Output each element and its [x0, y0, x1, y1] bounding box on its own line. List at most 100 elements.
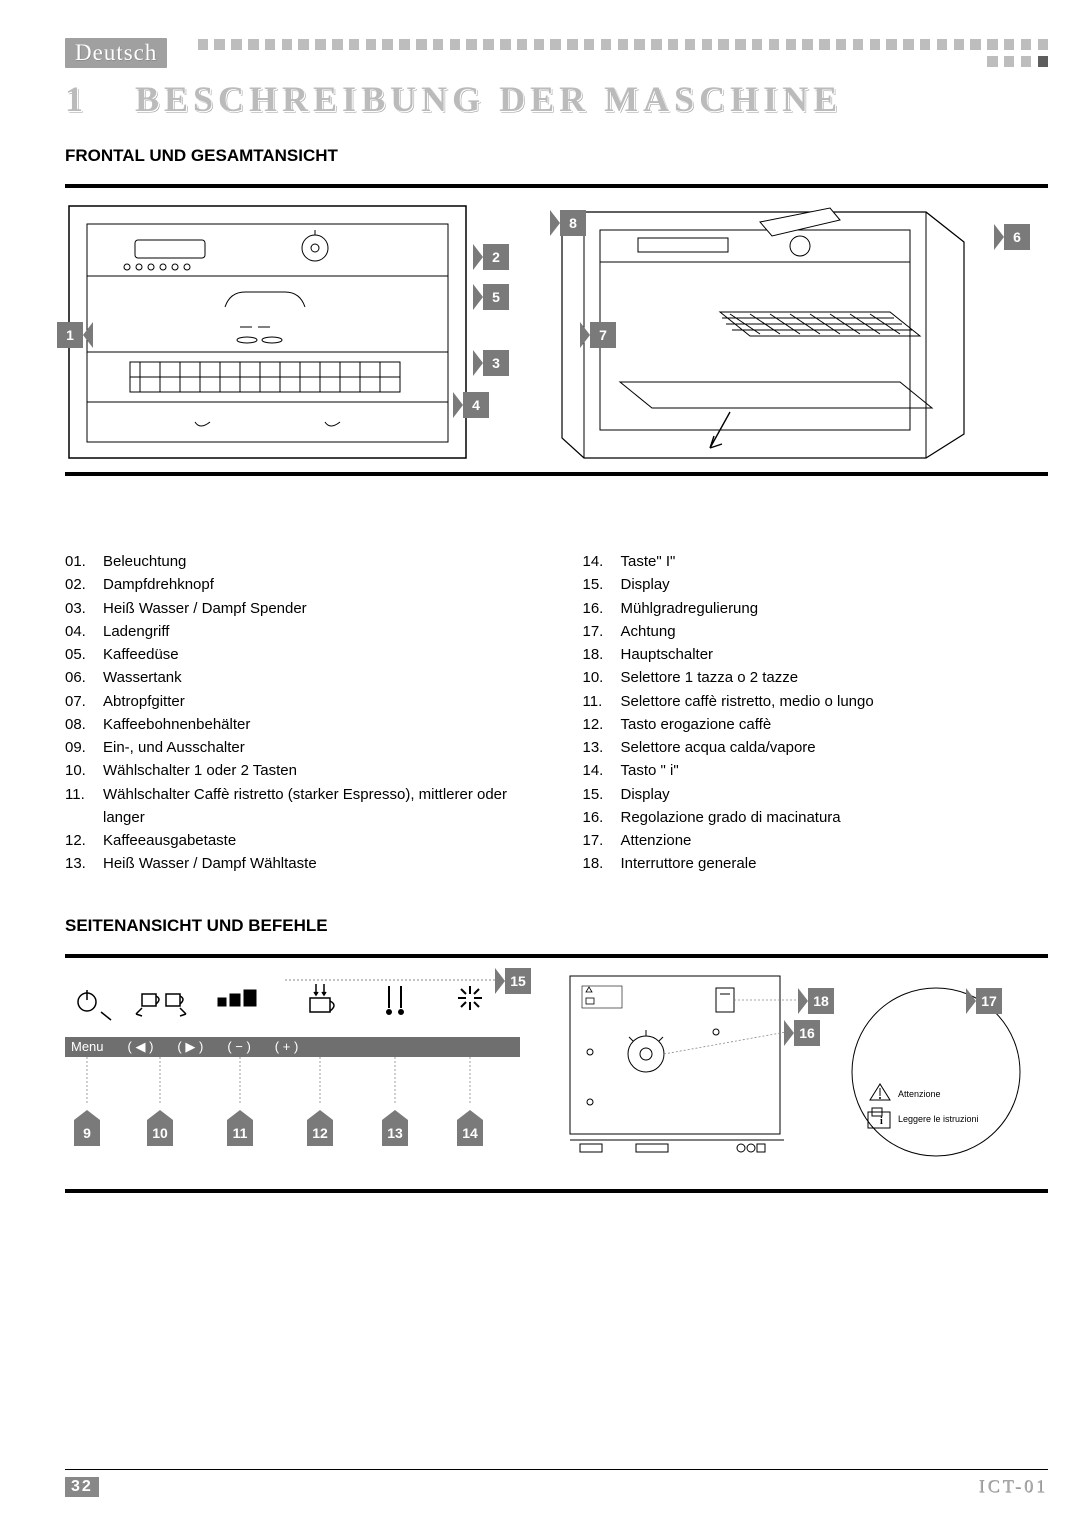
label-leggere: Leggere le istruzioni [898, 1114, 979, 1124]
list-item-number: 15. [583, 573, 621, 596]
list-item-number: 14. [583, 550, 621, 573]
list-item: 12.Tasto erogazione caffè [583, 713, 1049, 736]
list-item-number: 12. [65, 829, 103, 852]
list-right-column: 14.Taste" I"15.Display16.Mühlgradregulie… [583, 550, 1049, 876]
decor-square [651, 39, 662, 50]
language-badge: Deutsch [65, 38, 167, 68]
list-item-number: 08. [65, 713, 103, 736]
section2: SEITENANSICHT UND BEFEHLE [65, 916, 1048, 1193]
decorative-squares [183, 39, 1048, 66]
list-item-number: 11. [65, 783, 103, 830]
decor-square [853, 39, 864, 50]
list-item: 05.Kaffeedüse [65, 643, 531, 666]
list-item-text: Wählschalter Caffè ristretto (starker Es… [103, 783, 531, 830]
list-item-text: Achtung [621, 620, 676, 643]
decor-square [903, 39, 914, 50]
decor-square [483, 39, 494, 50]
list-item: 04.Ladengriff [65, 620, 531, 643]
list-item: 10.Selettore 1 tazza o 2 tazze [583, 666, 1049, 689]
list-item-number: 06. [65, 666, 103, 689]
decor-square [198, 39, 209, 50]
callout-13: 13 [382, 1110, 408, 1146]
decor-square [735, 39, 746, 50]
list-item-text: Interruttore generale [621, 852, 757, 875]
callout-1: 1 [57, 322, 93, 348]
list-item-number: 17. [583, 829, 621, 852]
decor-square [987, 39, 998, 50]
decor-square [550, 39, 561, 50]
list-item-text: Wassertank [103, 666, 182, 689]
list-item-text: Dampfdrehknopf [103, 573, 214, 596]
decor-square [1021, 56, 1032, 67]
minus-button: ( − ) [227, 1039, 250, 1054]
decor-square [1004, 39, 1015, 50]
decor-square [315, 39, 326, 50]
decor-square [752, 39, 763, 50]
rule [65, 472, 1048, 476]
decor-square [298, 39, 309, 50]
list-item-text: Abtropfgitter [103, 690, 185, 713]
decor-square [214, 39, 225, 50]
decor-square [601, 39, 612, 50]
overall-view-svg [560, 202, 990, 462]
list-item-number: 09. [65, 736, 103, 759]
page: Deutsch 1 BESCHREIBUNG DER MASCHINE FRON… [0, 0, 1080, 1527]
list-item: 14.Tasto " i" [583, 759, 1049, 782]
list-left-column: 01.Beleuchtung02.Dampfdrehknopf03.Heiß W… [65, 550, 531, 876]
list-item-number: 16. [583, 597, 621, 620]
decor-square [517, 39, 528, 50]
list-item: 10.Wählschalter 1 oder 2 Tasten [65, 759, 531, 782]
list-item: 11.Wählschalter Caffè ristretto (starker… [65, 783, 531, 830]
decor-square [534, 39, 545, 50]
list-item-text: Kaffeeausgabetaste [103, 829, 236, 852]
decor-square [366, 39, 377, 50]
decor-square [769, 39, 780, 50]
list-item-text: Mühlgradregulierung [621, 597, 759, 620]
list-item-text: Display [621, 573, 670, 596]
decor-square [1004, 56, 1015, 67]
callout-5: 5 [473, 284, 509, 310]
callout-10: 10 [147, 1110, 173, 1146]
decor-square [987, 56, 998, 67]
decor-square [886, 39, 897, 50]
callout-8: 8 [550, 210, 586, 236]
decor-square [937, 39, 948, 50]
decor-square [416, 39, 427, 50]
decor-square [433, 39, 444, 50]
callout-15: 15 [495, 968, 531, 994]
list-item-number: 16. [583, 806, 621, 829]
list-item-number: 07. [65, 690, 103, 713]
callout-12: 12 [307, 1110, 333, 1146]
list-item: 12.Kaffeeausgabetaste [65, 829, 531, 852]
callout-2: 2 [473, 244, 509, 270]
callout-18: 18 [798, 988, 834, 1014]
list-item: 09.Ein-, und Ausschalter [65, 736, 531, 759]
dash-15 [65, 972, 520, 973]
list-item-number: 18. [583, 643, 621, 666]
list-item: 08.Kaffeebohnenbehälter [65, 713, 531, 736]
list-item-number: 10. [583, 666, 621, 689]
decor-square [1038, 39, 1049, 50]
list-item-number: 18. [583, 852, 621, 875]
list-item-text: Hauptschalter [621, 643, 714, 666]
callout-6: 6 [994, 224, 1030, 250]
callout-9: 9 [74, 1110, 100, 1146]
list-item-text: Heiß Wasser / Dampf Spender [103, 597, 307, 620]
decor-square [685, 39, 696, 50]
list-item: 17.Achtung [583, 620, 1049, 643]
list-item-number: 02. [65, 573, 103, 596]
list-item-text: Ladengriff [103, 620, 169, 643]
decor-square [786, 39, 797, 50]
list-item: 16.Mühlgradregulierung [583, 597, 1049, 620]
list-item: 02.Dampfdrehknopf [65, 573, 531, 596]
callout-16: 16 [784, 1020, 820, 1046]
decor-square [584, 39, 595, 50]
list-item-number: 14. [583, 759, 621, 782]
list-item-number: 12. [583, 713, 621, 736]
list-item-text: Selettore caffè ristretto, medio o lungo [621, 690, 874, 713]
label-attenzione: Attenzione [898, 1089, 941, 1099]
left-button: ( ◀ ) [128, 1039, 154, 1055]
description-columns: 01.Beleuchtung02.Dampfdrehknopf03.Heiß W… [65, 550, 1048, 876]
list-item-text: Selettore acqua calda/vapore [621, 736, 816, 759]
callout-11: 11 [227, 1110, 253, 1146]
